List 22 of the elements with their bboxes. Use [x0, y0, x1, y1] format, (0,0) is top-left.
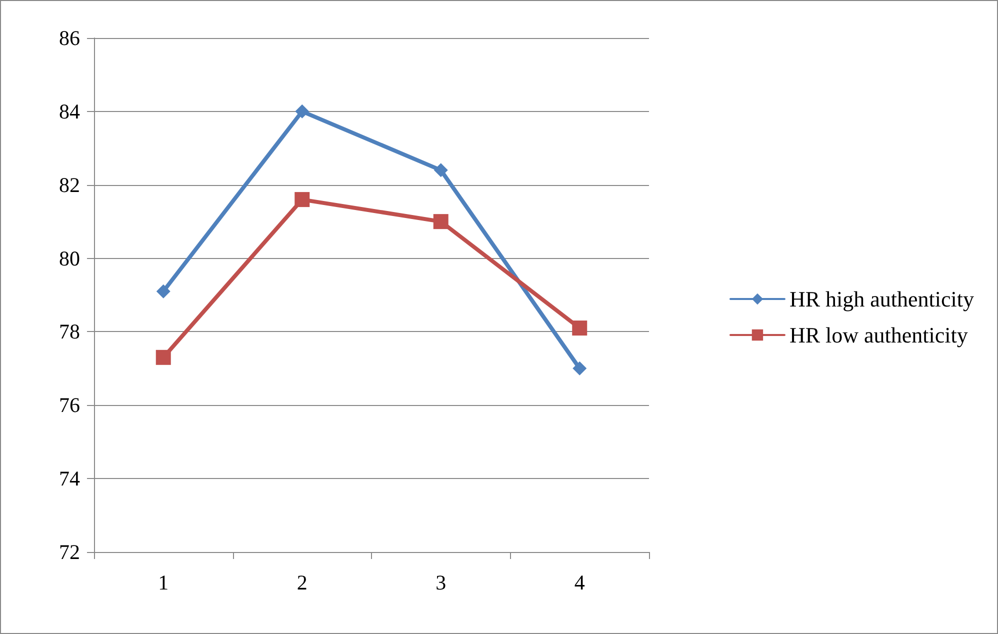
point	[433, 214, 448, 230]
x-tick-label: 2	[296, 570, 308, 594]
y-tick-label: 86	[59, 26, 80, 50]
y-tick-label: 84	[59, 99, 80, 124]
y-tick-label: 76	[59, 393, 80, 418]
point	[156, 350, 171, 365]
y-tick-label: 74	[59, 466, 80, 491]
legend-label: HR high authenticity	[789, 286, 974, 312]
point	[434, 163, 448, 178]
y-tick-label: 80	[59, 246, 80, 270]
y-tick-label: 72	[59, 540, 80, 564]
x-tick-label: 4	[574, 570, 586, 594]
point	[572, 320, 588, 336]
x-tick-label: 1	[158, 570, 169, 594]
point	[572, 361, 587, 376]
point	[294, 192, 310, 208]
point	[295, 104, 310, 118]
y-tick-label: 78	[59, 320, 80, 344]
x-tick-label: 3	[436, 570, 446, 594]
y-tick-label: 82	[59, 172, 80, 197]
legend-label: HR low authenticity	[789, 322, 968, 348]
point	[156, 284, 170, 298]
